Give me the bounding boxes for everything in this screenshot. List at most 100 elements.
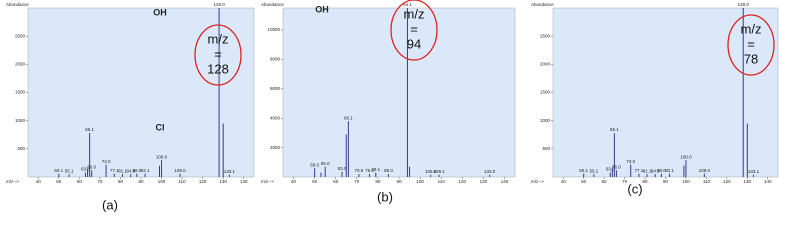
y-tick-label: 1000 — [15, 118, 26, 123]
y-tick-label: 10000 — [267, 27, 280, 32]
y-axis-label: Abundance — [6, 2, 29, 7]
y-tick-label: 2000 — [270, 145, 281, 150]
peak-label: 109.0 — [699, 168, 711, 173]
plot-area — [282, 7, 516, 178]
x-tick-label: 60 — [602, 179, 608, 184]
x-tick-label: 60 — [77, 179, 83, 184]
x-tick-label: 100 — [682, 179, 690, 184]
circle-text: = — [214, 46, 222, 61]
peak-label: 92.1 — [665, 168, 674, 173]
peak-label: 50.0 — [310, 162, 319, 167]
peak-label: 128.0 — [738, 2, 750, 7]
y-axis-label: Abundance — [261, 2, 284, 7]
y-tick-label: 1000 — [540, 118, 551, 123]
highlight-circle — [194, 24, 242, 86]
x-tick-label: 70 — [354, 179, 360, 184]
y-axis-label: Abundance — [531, 2, 554, 7]
circle-text: m/z — [208, 31, 229, 46]
y-tick-label: 8000 — [270, 57, 281, 62]
peak-label: 133.0 — [484, 169, 496, 174]
x-tick-label: 140 — [240, 179, 248, 184]
x-tick-label: 40 — [561, 179, 567, 184]
x-tick-label: 70 — [97, 179, 103, 184]
peak-label: 109.0 — [174, 168, 186, 173]
x-tick-label: 130 — [744, 179, 752, 184]
x-tick-label: 100 — [158, 179, 166, 184]
peak-label: 94.1 — [403, 2, 412, 7]
highlight-circle — [390, 0, 438, 61]
peak-label: 84.9 — [651, 168, 660, 173]
peak-label: 88.0 — [657, 168, 666, 173]
panel-label: (a) — [102, 197, 118, 212]
peak-label: 66.1 — [344, 115, 353, 120]
circle-text: 128 — [207, 61, 229, 76]
structure-label: Cl — [156, 122, 165, 132]
peak-label: 81.1 — [643, 168, 652, 173]
peak-label: 63.0 — [81, 167, 90, 172]
y-tick-label: 2000 — [540, 62, 551, 67]
x-tick-label: 80 — [643, 179, 649, 184]
peak-label: 50.1 — [579, 168, 588, 173]
x-tick-label: 90 — [663, 179, 669, 184]
x-tick-label: 50 — [312, 179, 318, 184]
x-tick-label: 50 — [581, 179, 587, 184]
peak-label: 85.0 — [384, 168, 393, 173]
peak-label: 100.0 — [156, 154, 168, 159]
peak-label: 63.0 — [338, 166, 347, 171]
peak-label: 70.9 — [355, 168, 364, 173]
peak-label: 109.1 — [433, 169, 445, 174]
peak-label: 65.1 — [610, 127, 619, 132]
peak-label: 100.0 — [680, 154, 692, 159]
x-tick-label: 120 — [459, 179, 467, 184]
circle-text: 94 — [407, 36, 421, 51]
peak-label: 133.1 — [748, 169, 760, 174]
peak-label: 73.0 — [102, 159, 111, 164]
x-tick-label: 40 — [36, 179, 42, 184]
y-tick-label: 2500 — [15, 33, 26, 38]
peak-label: 50.1 — [54, 168, 63, 173]
structure-label: OH — [315, 4, 329, 14]
y-tick-label: 500 — [17, 146, 25, 151]
x-tick-label: 120 — [199, 179, 207, 184]
peak-label: 55.0 — [321, 161, 330, 166]
x-tick-label: 140 — [764, 179, 772, 184]
x-tick-label: 70 — [622, 179, 628, 184]
peak-label: 73.0 — [626, 159, 635, 164]
peak-label: 65.1 — [85, 127, 94, 132]
structure-label: OH — [153, 7, 167, 17]
peak-label: 79.1 — [371, 167, 380, 172]
peak-label: 88.0 — [133, 168, 142, 173]
peak-label: 66.0 — [612, 164, 621, 169]
y-tick-label: 2000 — [15, 62, 26, 67]
peak-label: 63.0 — [606, 167, 615, 172]
y-tick-label: 500 — [542, 146, 550, 151]
peak-label: 55.1 — [590, 168, 599, 173]
plot-area — [27, 7, 255, 178]
circle-text: m/z — [404, 6, 425, 21]
plot-area — [552, 7, 779, 178]
x-tick-label: 90 — [138, 179, 144, 184]
peak-label: 128.0 — [213, 2, 225, 7]
x-tick-label: 80 — [118, 179, 124, 184]
peak-label: 84.9 — [126, 168, 135, 173]
x-axis-label: m/z--> — [6, 179, 19, 184]
x-axis-label: m/z--> — [531, 179, 544, 184]
y-tick-label: 1500 — [540, 90, 551, 95]
x-tick-label: 80 — [375, 179, 381, 184]
x-tick-label: 140 — [501, 179, 509, 184]
highlight-circle — [727, 14, 775, 76]
peak-label: 81.1 — [118, 168, 127, 173]
peak-label: 55.1 — [65, 168, 74, 173]
peak-label: 75.8 — [365, 168, 374, 173]
peak-label: 77.1 — [110, 168, 119, 173]
circle-text: = — [747, 36, 755, 51]
panel-label: (b) — [377, 189, 393, 204]
peak-label: 66.0 — [87, 164, 96, 169]
x-tick-label: 100 — [416, 179, 424, 184]
y-tick-label: 1500 — [15, 90, 26, 95]
peak-label: 77.1 — [635, 168, 644, 173]
panel-label: (c) — [627, 181, 642, 196]
x-tick-label: 130 — [480, 179, 488, 184]
circle-text: 78 — [744, 51, 758, 66]
x-tick-label: 50 — [56, 179, 62, 184]
